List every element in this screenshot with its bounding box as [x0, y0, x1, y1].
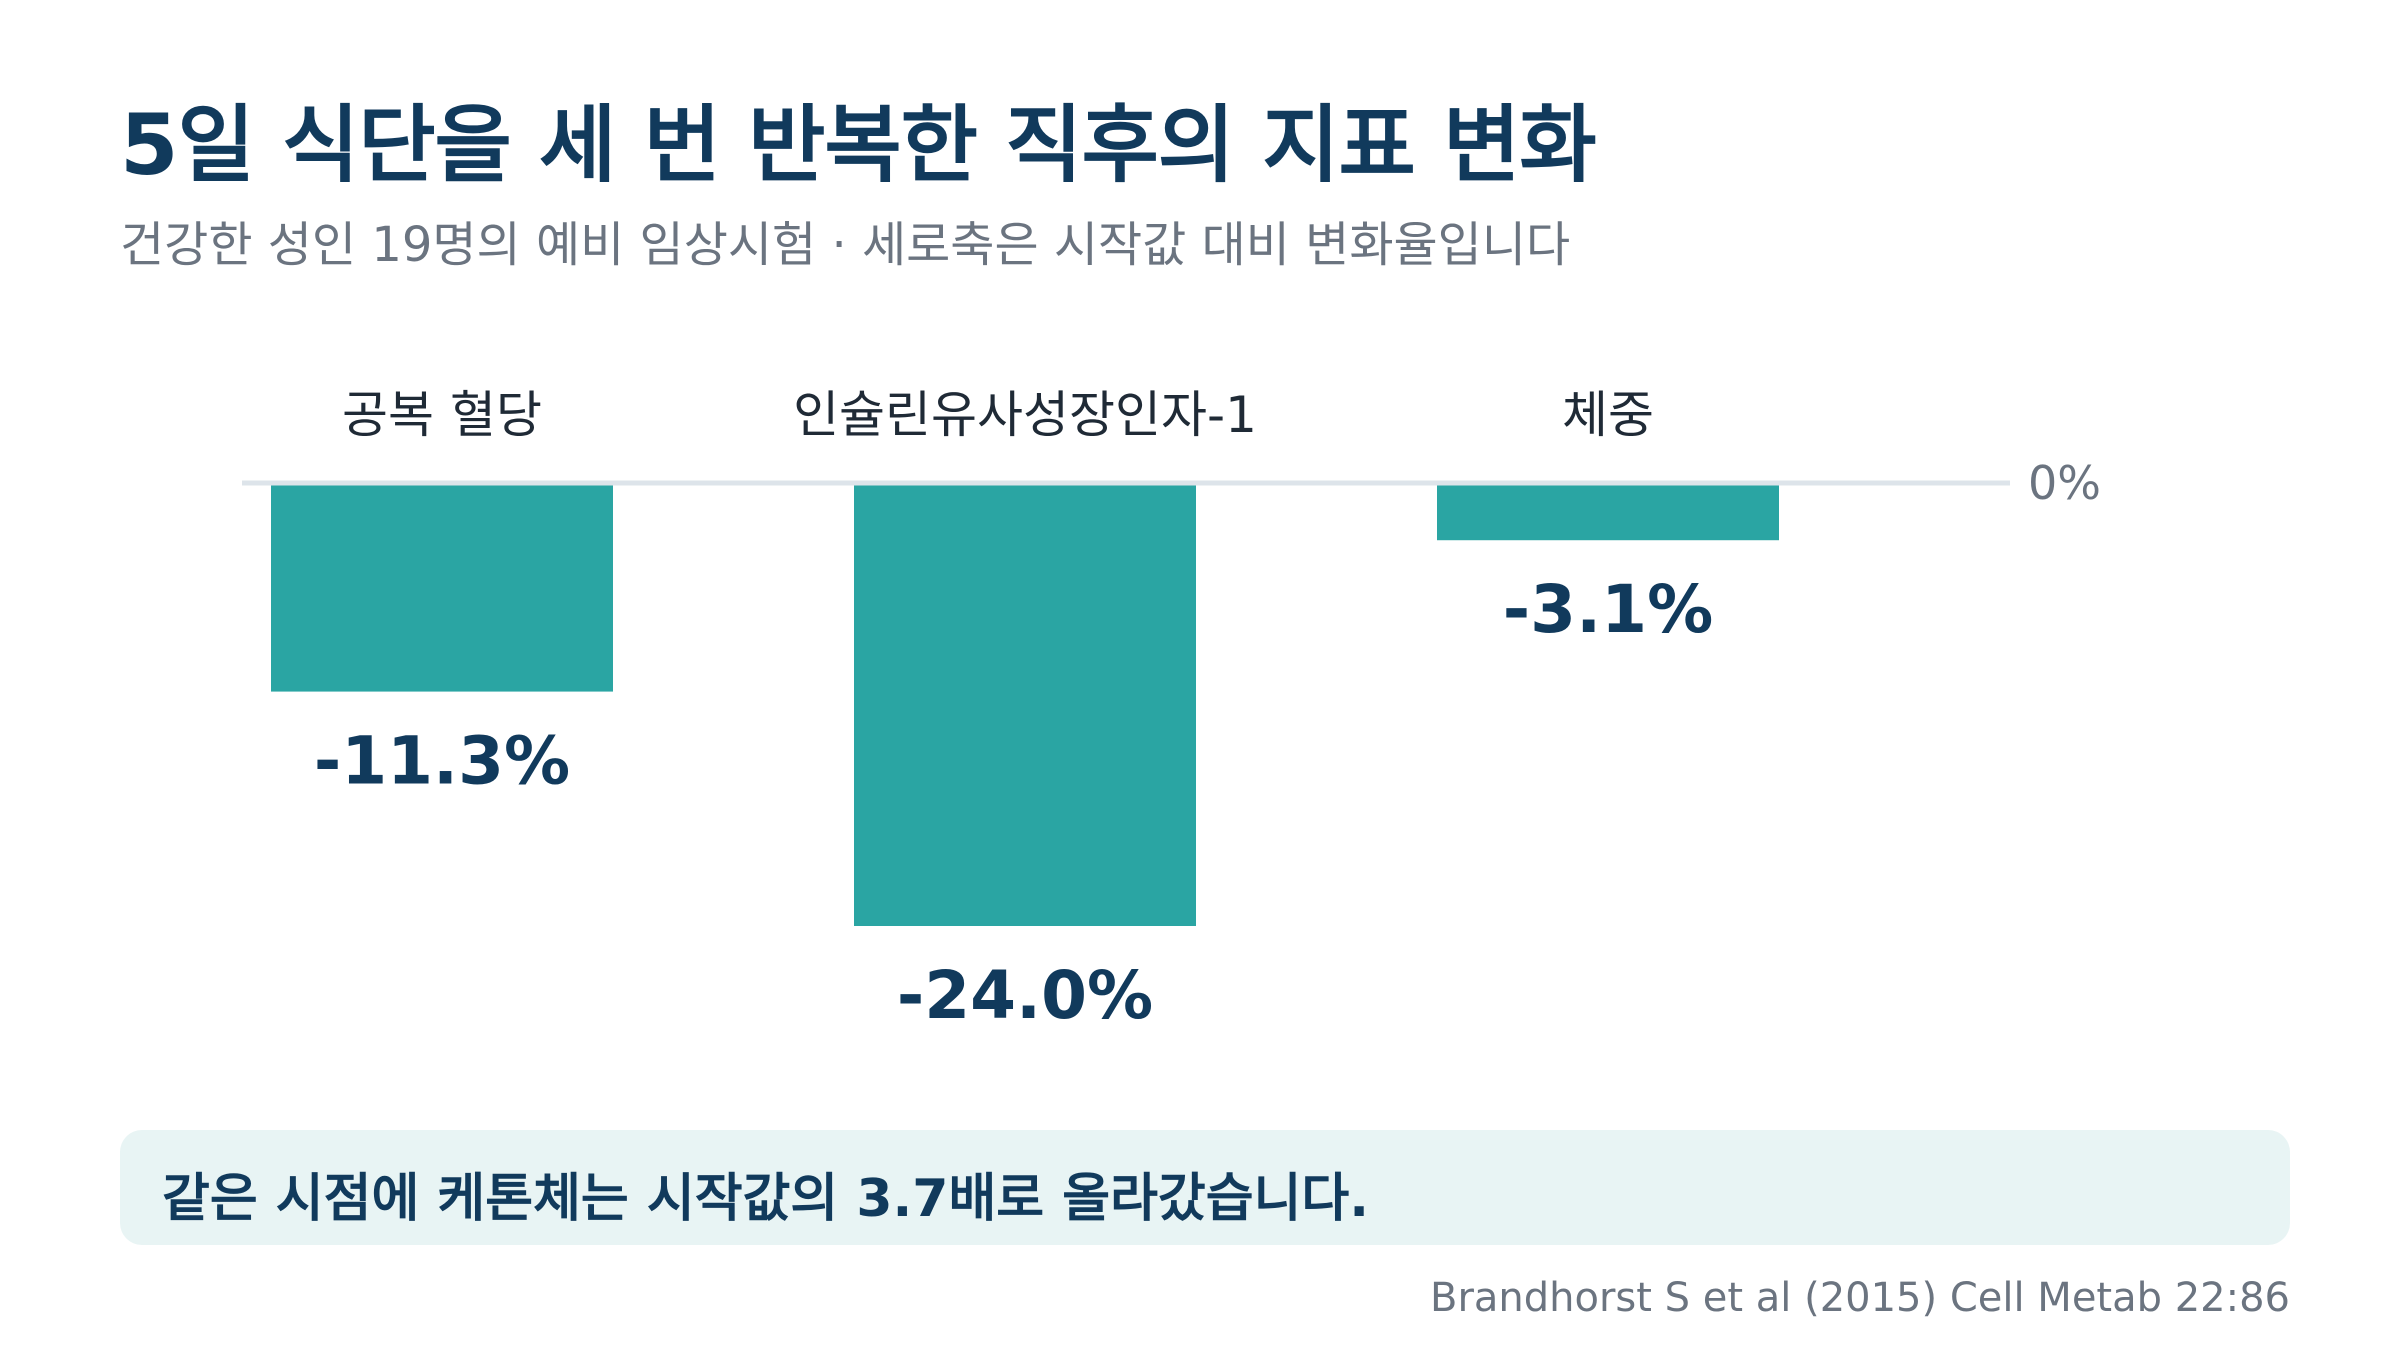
bar	[271, 483, 613, 692]
bar	[1437, 483, 1779, 541]
source-citation: Brandhorst S et al (2015) Cell Metab 22:…	[1430, 1275, 2290, 1321]
bar	[854, 483, 1196, 926]
category-label: 체중	[1562, 386, 1654, 444]
category-label: 공복 혈당	[342, 386, 542, 444]
ketone-callout: 같은 시점에 케톤체는 시작값의 3.7배로 올라갔습니다.	[120, 1130, 2290, 1245]
value-label: -11.3%	[314, 723, 570, 800]
chart-subtitle: 건강한 성인 19명의 예비 임상시험 · 세로축은 시작값 대비 변화율입니다	[120, 217, 1571, 273]
value-label: -3.1%	[1503, 571, 1713, 648]
category-label: 인슐린유사성장인자-1	[793, 386, 1257, 444]
value-label: -24.0%	[897, 957, 1153, 1034]
callout-text: 같은 시점에 케톤체는 시작값의 3.7배로 올라갔습니다.	[162, 1169, 1370, 1229]
baseline-label: 0%	[2028, 456, 2101, 510]
chart-title: 5일 식단을 세 번 반복한 직후의 지표 변화	[120, 96, 1597, 194]
